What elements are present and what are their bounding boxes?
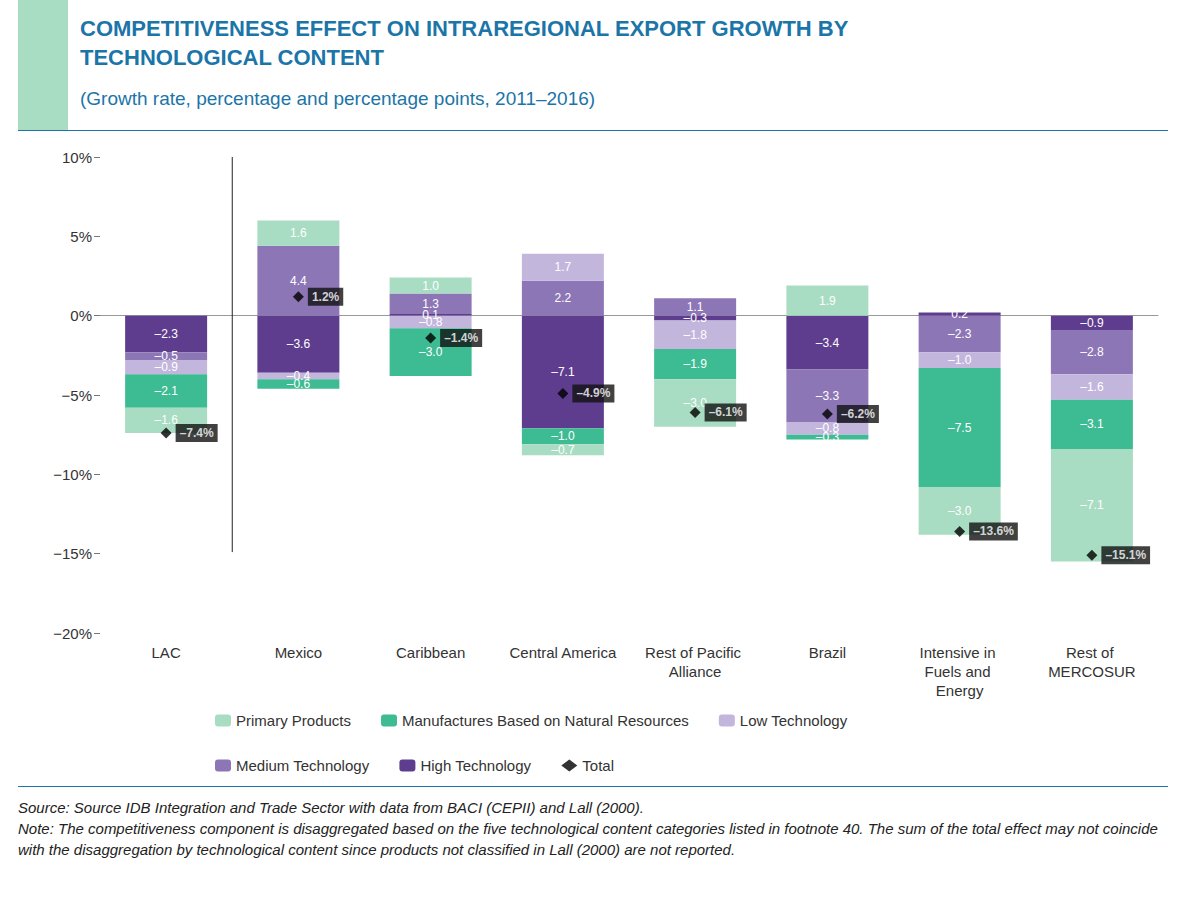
svg-text:Energy: Energy (936, 682, 984, 699)
svg-text:−20%: −20% (53, 625, 92, 642)
svg-text:–15.1%: –15.1% (1105, 548, 1146, 562)
svg-text:1.1: 1.1 (687, 300, 704, 314)
html-text:Note: The competitiveness comp: Note: The competitiveness component is d… (18, 820, 1158, 858)
svg-text:Rest of Pacific: Rest of Pacific (645, 644, 745, 661)
svg-text:–1.6: –1.6 (1080, 380, 1104, 394)
svg-text:–13.6%: –13.6% (973, 524, 1014, 538)
svg-text:Fuels and: Fuels and (925, 663, 995, 680)
svg-text:4.4: 4.4 (290, 274, 307, 288)
svg-text:–3.3: –3.3 (816, 389, 840, 403)
svg-text:–6.2%: –6.2% (841, 407, 875, 421)
svg-text:–7.4%: –7.4% (180, 426, 214, 440)
svg-text:–3.1: –3.1 (1080, 417, 1104, 431)
svg-text:−15%: −15% (53, 545, 92, 562)
svg-text:−10%: −10% (53, 466, 92, 483)
svg-text:−5%: −5% (62, 387, 92, 404)
svg-text:–2.1: –2.1 (154, 384, 178, 398)
svg-text:Primary Products: Primary Products (236, 712, 351, 729)
svg-text:–3.4: –3.4 (816, 336, 840, 350)
svg-text:–0.8: –0.8 (419, 315, 443, 329)
svg-text:–0.3: –0.3 (816, 430, 840, 444)
svg-text:Medium Technology: Medium Technology (236, 757, 370, 774)
svg-text:1.6: 1.6 (290, 226, 307, 240)
svg-text:–4.9%: –4.9% (576, 386, 610, 400)
svg-text:–1.0: –1.0 (948, 353, 972, 367)
svg-text:–0.3: –0.3 (683, 311, 707, 325)
svg-text:Manufactures Based on Natural: Manufactures Based on Natural Resources (402, 712, 689, 729)
svg-text:–0.5: –0.5 (154, 349, 178, 364)
svg-text:–1.9: –1.9 (683, 357, 707, 371)
svg-text:–3.0: –3.0 (683, 395, 707, 410)
svg-text:10%: 10% (62, 149, 92, 166)
svg-text:Caribbean: Caribbean (396, 644, 465, 661)
svg-text:1.9: 1.9 (819, 294, 836, 308)
svg-text:5%: 5% (70, 228, 92, 245)
html-text:COMPETITIVENESS EFFECT ON INTR: COMPETITIVENESS EFFECT ON INTRAREGIONAL … (80, 16, 848, 70)
svg-text:–0.9: –0.9 (154, 360, 178, 374)
svg-text:–7.1: –7.1 (1080, 498, 1104, 512)
svg-text:–7.1: –7.1 (551, 365, 575, 379)
svg-text:MERCOSUR: MERCOSUR (1048, 663, 1136, 680)
svg-text:–1.0: –1.0 (551, 429, 575, 443)
svg-text:–2.8: –2.8 (1080, 345, 1104, 359)
svg-text:LAC: LAC (152, 644, 181, 661)
svg-text:1.0: 1.0 (422, 279, 439, 293)
svg-text:–1.8: –1.8 (683, 328, 707, 342)
svg-text:–0.8: –0.8 (815, 421, 840, 436)
svg-text:1.2%: 1.2% (312, 290, 340, 304)
svg-text:–2.3: –2.3 (154, 327, 178, 341)
svg-text:–3.6: –3.6 (287, 337, 311, 351)
svg-text:Total: Total (582, 757, 614, 774)
svg-text:0.2: 0.2 (951, 307, 968, 321)
svg-text:–0.6: –0.6 (287, 377, 311, 391)
svg-text:–7.5: –7.5 (948, 421, 972, 435)
svg-text:Low Technology: Low Technology (740, 712, 848, 729)
svg-text:–0.7: –0.7 (551, 443, 575, 457)
svg-text:1.7: 1.7 (555, 260, 572, 274)
svg-text:Mexico: Mexico (275, 644, 323, 661)
svg-text:2.2: 2.2 (555, 291, 572, 305)
svg-text:–1.6: –1.6 (154, 413, 178, 427)
svg-text:–2.3: –2.3 (948, 327, 972, 341)
svg-text:1.3: 1.3 (422, 297, 439, 311)
html-text:Source: Source IDB Integration: Source: Source IDB Integration and Trade… (18, 799, 644, 816)
svg-text:–3.0: –3.0 (948, 504, 972, 518)
svg-text:–6.1%: –6.1% (709, 405, 743, 419)
html-text:(Growth rate, percentage and p: (Growth rate, percentage and percentage … (80, 88, 596, 109)
svg-text:–1.4%: –1.4% (444, 331, 478, 345)
svg-text:Intensive in: Intensive in (920, 644, 1000, 661)
svg-text:High Technology: High Technology (420, 757, 531, 774)
svg-text:–0.9: –0.9 (1080, 316, 1104, 330)
svg-text:0%: 0% (70, 307, 92, 324)
svg-text:Rest of: Rest of (1066, 644, 1118, 661)
svg-text:Central America: Central America (510, 644, 617, 661)
svg-text:Brazil: Brazil (809, 644, 847, 661)
svg-text:–3.0: –3.0 (419, 345, 443, 359)
svg-text:Alliance: Alliance (669, 663, 722, 680)
